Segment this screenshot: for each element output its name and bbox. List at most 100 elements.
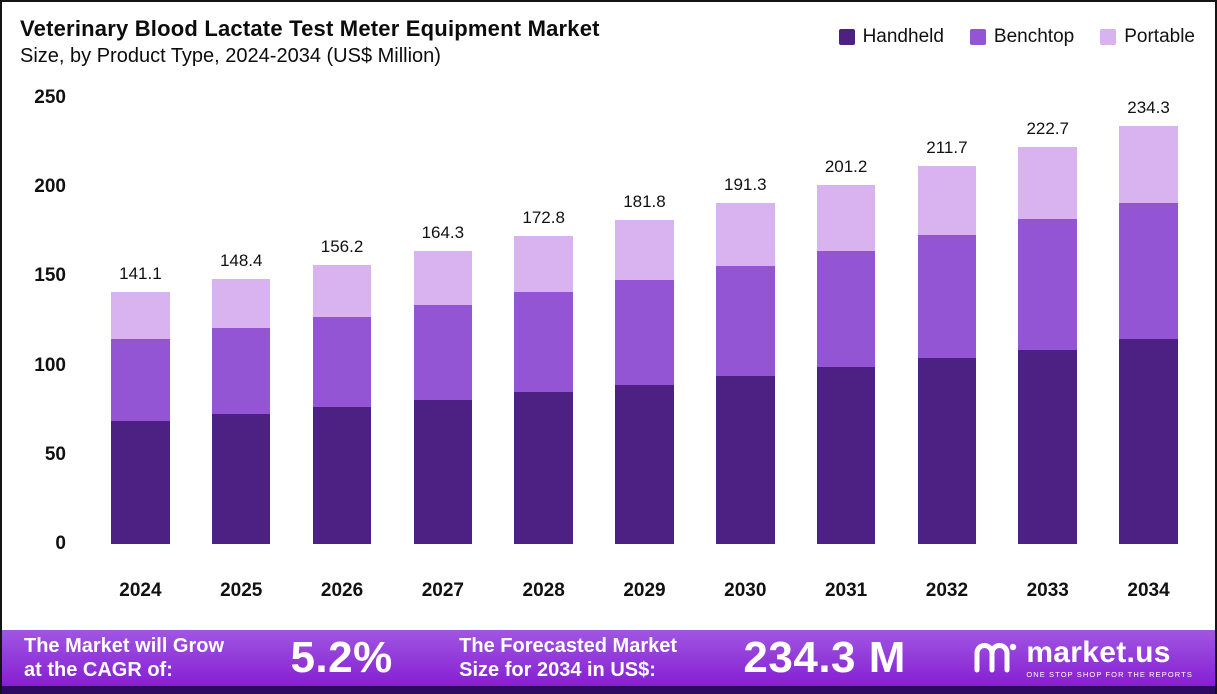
bar-segment-handheld [917,358,977,544]
bar-segment-portable [111,292,170,339]
bar-segment-benchtop [816,251,876,368]
legend-item: Handheld [838,26,944,48]
chart-title: Veterinary Blood Lactate Test Meter Equi… [20,16,600,41]
y-tick-label: 200 [34,176,66,198]
cagr-value: 5.2% [290,633,393,682]
bar-segment-handheld [111,420,170,544]
legend-label: Portable [1124,26,1195,47]
bar-stack [211,98,271,544]
legend-label: Benchtop [993,26,1075,47]
bar-stack [1018,98,1077,544]
bar-slot: 181.8 [594,98,695,544]
bar-slot: 211.7 [897,98,998,544]
x-axis-label: 2028 [522,580,565,601]
bar-value-label: 211.7 [926,138,968,158]
y-axis: 0 50 100 150 200 250 [2,87,80,554]
bar-slot: 222.7 [997,98,1098,544]
bottom-strip [2,686,1215,694]
bar-segment-benchtop [917,235,977,359]
bar-stack [413,98,473,544]
bar-stack [111,98,170,544]
bar-segment-portable [816,185,876,252]
bar-value-label: 172.8 [522,207,565,227]
bar-segment-portable [1018,146,1077,220]
bar-value-label: 164.3 [421,222,465,242]
bar-segment-benchtop [615,279,674,386]
chart-section: Veterinary Blood Lactate Test Meter Equi… [2,2,1215,630]
bar-stack [917,98,977,544]
footer-banner: The Market will Grow at the CAGR of: 5.2… [2,630,1215,686]
bar-value-label: 222.7 [1026,118,1069,138]
bar-segment-benchtop [211,328,271,414]
y-tick-label: 100 [34,354,66,376]
x-axis-label: 2024 [119,580,162,601]
bar-segment-benchtop [1018,219,1077,350]
bar-segment-handheld [312,406,372,544]
bar-segment-handheld [413,399,473,544]
bar-segment-benchtop [716,265,775,377]
bar-slot: 191.3 [695,98,796,544]
legend-swatch [1100,29,1117,45]
legend-swatch [969,29,986,45]
bar-stack [716,98,775,544]
x-axis-label: 2034 [1127,580,1170,601]
bar-segment-handheld [211,413,271,544]
bar-value-label: 148.4 [219,251,263,271]
bar-segment-portable [413,250,473,305]
cagr-label: The Market will Grow at the CAGR of: [24,635,225,681]
bar-value-label: 181.8 [623,191,666,211]
bar-stack [615,98,674,544]
bar-value-label: 191.3 [724,174,767,194]
x-axis-label: 2027 [421,580,464,601]
bar-segment-portable [514,235,573,293]
brand-text: market.us ONE STOP SHOP FOR THE REPORTS [1026,635,1193,679]
x-axis-label: 2032 [925,580,969,601]
bar-slot: 234.3 [1098,98,1199,544]
bar-slot: 164.3 [392,98,493,544]
bar-segment-benchtop [111,338,170,421]
bar-segment-handheld [1119,338,1178,544]
bar-segment-portable [211,279,271,329]
bar-segment-portable [615,219,674,280]
x-axis-label: 2029 [623,580,666,601]
bar-stack [816,98,876,544]
bar-segment-benchtop [1119,203,1178,339]
brand-tagline: ONE STOP SHOP FOR THE REPORTS [1026,669,1193,679]
forecast-value: 234.3 M [743,633,906,682]
bar-slot: 148.4 [191,98,292,544]
bar-segment-handheld [1018,349,1077,544]
bar-segment-handheld [615,385,674,544]
chart-title-block: Veterinary Blood Lactate Test Meter Equi… [20,16,600,68]
marketus-logo-icon [972,637,1018,680]
legend-item: Portable [1100,26,1195,48]
plot-area: 141.1 148.4 156.2 164.3 172.8 181.8 191.3 201.2… [90,98,1199,544]
legend-item: Benchtop [969,26,1075,48]
bar-stack [312,98,372,544]
bar-value-label: 141.1 [119,264,162,284]
y-tick-label: 0 [55,533,66,554]
brand-name: market.us [1026,635,1171,669]
bar-segment-benchtop [514,292,573,393]
bar-slot: 201.2 [796,98,897,544]
x-axis-label: 2031 [824,580,868,601]
bar-segment-benchtop [413,304,473,400]
x-axis-label: 2026 [320,580,364,601]
bar-slot: 172.8 [493,98,594,544]
x-axis-label: 2033 [1026,580,1069,601]
legend: Handheld Benchtop Portable [838,26,1195,48]
x-axis: 2024 2025 2026 2027 2028 2029 2030 2031 2032 2033… [90,580,1199,602]
x-axis-label: 2025 [220,580,263,601]
bar-slot: 156.2 [292,98,393,544]
chart-subtitle: Size, by Product Type, 2024-2034 (US$ Mi… [20,45,441,67]
brand-block: market.us ONE STOP SHOP FOR THE REPORTS [972,637,1193,680]
bar-segment-handheld [716,376,775,544]
bar-segment-handheld [514,392,573,544]
x-axis-label: 2030 [724,580,767,601]
bar-segment-portable [917,166,977,236]
bar-segment-portable [1119,126,1178,204]
bar-value-label: 234.3 [1127,98,1170,118]
bar-slot: 141.1 [90,98,191,544]
bar-segment-benchtop [312,317,372,407]
bar-segment-portable [312,265,372,318]
